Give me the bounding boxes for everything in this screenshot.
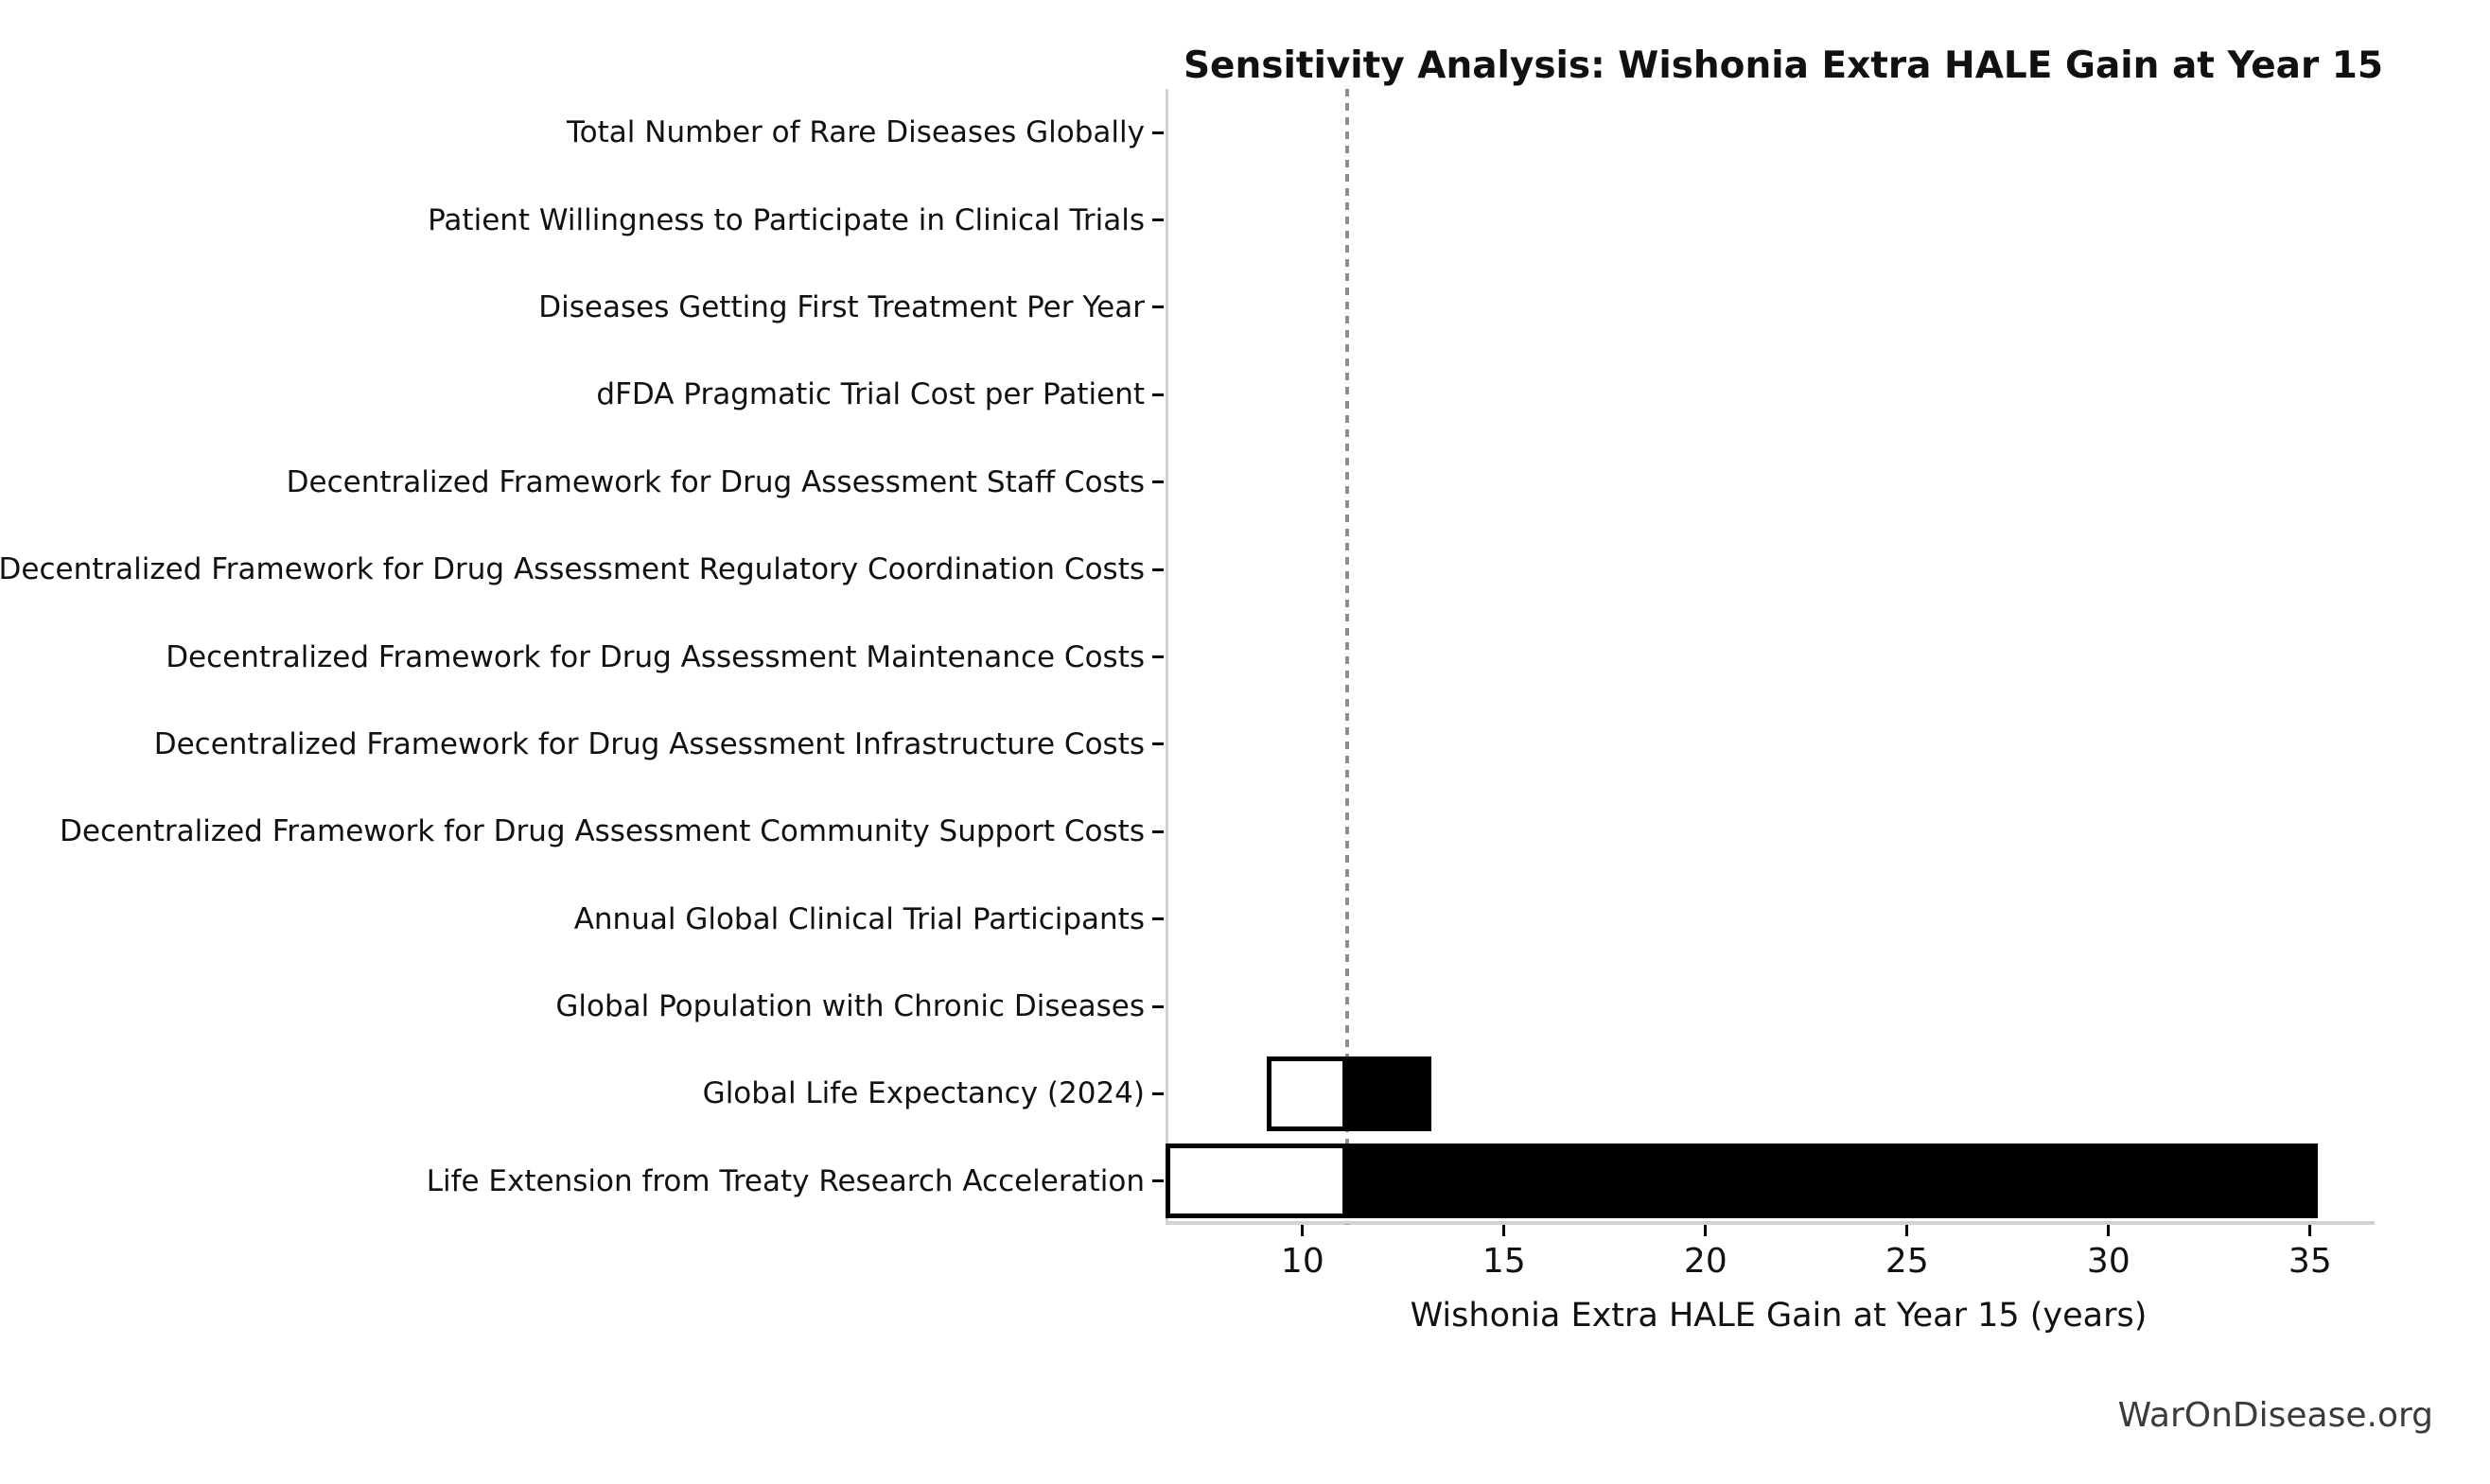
x-tick — [2107, 1225, 2111, 1236]
y-tick — [1152, 567, 1164, 571]
y-tick — [1152, 1091, 1164, 1095]
x-axis-label: Wishonia Extra HALE Gain at Year 15 (yea… — [1410, 1297, 2148, 1335]
baseline-dashed-line — [1344, 89, 1349, 1225]
x-tick-label: 20 — [1683, 1242, 1727, 1281]
y-tick — [1152, 829, 1164, 833]
bar-high-segment — [1346, 1144, 2319, 1219]
x-tick-label: 25 — [1885, 1242, 1929, 1281]
x-tick — [1301, 1225, 1305, 1236]
x-tick-label: 10 — [1280, 1242, 1324, 1281]
category-label: Decentralized Framework for Drug Assessm… — [153, 726, 1145, 761]
bar-low-segment — [1166, 1144, 1347, 1219]
bar-high-segment — [1346, 1056, 1432, 1131]
category-label: Global Life Expectancy (2024) — [702, 1076, 1145, 1111]
category-label: Decentralized Framework for Drug Assessm… — [0, 552, 1145, 587]
y-tick — [1152, 1179, 1164, 1183]
category-label: dFDA Pragmatic Trial Cost per Patient — [596, 377, 1145, 412]
y-tick — [1152, 131, 1164, 134]
category-label: Annual Global Clinical Trial Participant… — [573, 901, 1145, 936]
y-tick — [1152, 393, 1164, 396]
chart-title: Sensitivity Analysis: Wishonia Extra HAL… — [1183, 44, 2384, 87]
x-tick — [1905, 1225, 1909, 1236]
y-tick — [1152, 917, 1164, 921]
y-tick — [1152, 480, 1164, 484]
axes-spines — [1166, 89, 2375, 1225]
x-tick — [1704, 1225, 1708, 1236]
category-label: Diseases Getting First Treatment Per Yea… — [538, 289, 1145, 324]
x-tick-label: 15 — [1482, 1242, 1526, 1281]
y-tick — [1152, 306, 1164, 309]
category-label: Patient Willingness to Participate in Cl… — [428, 202, 1145, 237]
category-label: Global Population with Chronic Diseases — [555, 989, 1145, 1024]
category-label: Decentralized Framework for Drug Assessm… — [286, 464, 1145, 499]
y-tick — [1152, 655, 1164, 658]
category-label: Total Number of Rare Diseases Globally — [567, 115, 1145, 150]
category-label: Life Extension from Treaty Research Acce… — [426, 1163, 1145, 1198]
bar-low-segment — [1266, 1056, 1347, 1131]
x-tick-label: 35 — [2288, 1242, 2332, 1281]
y-tick — [1152, 1004, 1164, 1008]
category-label: Decentralized Framework for Drug Assessm… — [166, 639, 1145, 674]
y-tick — [1152, 218, 1164, 222]
x-tick-label: 30 — [2086, 1242, 2131, 1281]
x-tick — [2308, 1225, 2312, 1236]
x-tick — [1502, 1225, 1506, 1236]
y-tick — [1152, 742, 1164, 746]
category-label: Decentralized Framework for Drug Assessm… — [60, 814, 1145, 849]
watermark-text: WarOnDisease.org — [2117, 1396, 2433, 1435]
